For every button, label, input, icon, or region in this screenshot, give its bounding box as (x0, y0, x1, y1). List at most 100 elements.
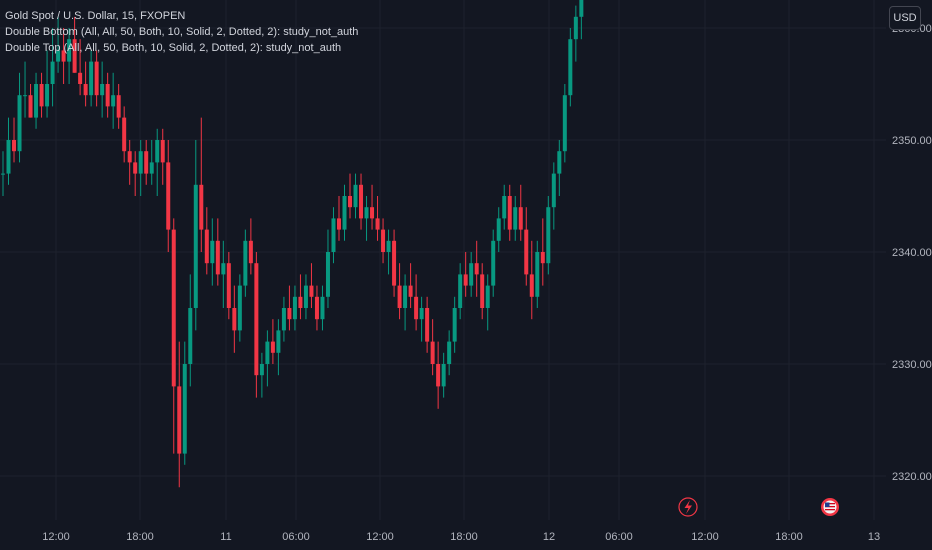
candle (419, 296, 424, 342)
time-tick-label: 13 (868, 531, 880, 543)
candle (193, 140, 198, 331)
candle (430, 319, 435, 376)
candle (281, 296, 286, 342)
candle (56, 16, 61, 73)
candle (524, 207, 529, 286)
candlestick-series (1, 0, 584, 488)
chart-legend: Gold Spot / U.S. Dollar, 15, FXOPEN Doub… (5, 8, 358, 56)
candle (28, 84, 33, 118)
candle (215, 218, 220, 286)
candle (188, 274, 193, 387)
candle (359, 173, 364, 230)
candle (463, 252, 468, 297)
price-axis[interactable]: 2320.002330.002340.002350.002360.002390.… (887, 0, 932, 483)
candle (133, 151, 138, 196)
candle (496, 207, 501, 252)
candle (149, 140, 154, 185)
candle (507, 184, 512, 241)
time-tick-label: 18:00 (450, 531, 478, 543)
candle (127, 140, 132, 185)
time-tick-label: 12:00 (691, 531, 719, 543)
candle (116, 84, 121, 129)
price-tick-label: 2320.00 (892, 471, 932, 483)
candle (259, 352, 264, 398)
candle (469, 252, 474, 297)
candle (105, 72, 110, 118)
candle (562, 84, 567, 163)
candle (270, 319, 275, 364)
candle (160, 128, 165, 185)
price-tick-label: 2330.00 (892, 359, 932, 371)
candle (221, 240, 226, 308)
time-tick-label: 06:00 (282, 531, 310, 543)
candle (232, 285, 237, 353)
candle (276, 319, 281, 376)
candle (381, 218, 386, 264)
candle (34, 72, 39, 129)
currency-button[interactable]: USD (889, 6, 921, 30)
candle (303, 274, 308, 320)
us-flag-icon[interactable] (821, 498, 839, 516)
time-tick-label: 18:00 (775, 531, 803, 543)
candle (6, 117, 11, 185)
candle (336, 196, 341, 241)
candle (287, 285, 292, 331)
candle (83, 61, 88, 107)
candle (39, 72, 44, 118)
price-tick-label: 2350.00 (892, 135, 932, 147)
candle (320, 285, 325, 331)
time-tick-label: 12:00 (366, 531, 394, 543)
candle (375, 196, 380, 241)
candle (353, 173, 358, 219)
event-icons[interactable] (678, 497, 839, 517)
candle (298, 274, 303, 320)
study-double-top[interactable]: Double Top (All, All, 50, Both, 10, Soli… (5, 42, 342, 54)
candle (397, 263, 402, 320)
candle (67, 28, 72, 84)
candle (138, 140, 143, 196)
grid-lines (0, 0, 886, 520)
candle (265, 330, 270, 387)
candle (447, 330, 452, 376)
candle (480, 263, 485, 320)
candle (370, 184, 375, 230)
candle (491, 229, 496, 297)
lightning-icon[interactable] (678, 497, 698, 517)
candle (94, 50, 99, 107)
candle (364, 196, 369, 241)
candle (72, 16, 77, 73)
candle (540, 218, 545, 286)
time-axis[interactable]: 12:00 18:00 11 06:00 12:00 18:00 12 06:00 12:00 1… (42, 531, 880, 543)
candle (210, 218, 215, 286)
candle (45, 50, 50, 118)
candle (111, 72, 116, 129)
candle (171, 218, 176, 454)
time-tick-label: 18:00 (126, 531, 154, 543)
candle (1, 151, 5, 196)
candle (348, 173, 353, 219)
candle (23, 61, 28, 118)
candle (557, 140, 562, 196)
candle (144, 140, 149, 185)
time-tick-label: 12 (543, 531, 555, 543)
candle (248, 218, 253, 275)
candle (243, 229, 248, 297)
study-double-bottom[interactable]: Double Bottom (All, All, 50, Both, 10, S… (5, 26, 359, 38)
candle (166, 140, 171, 252)
candle (392, 229, 397, 297)
candle (502, 184, 507, 230)
candle (403, 274, 408, 331)
candle (546, 196, 551, 275)
candle (551, 162, 556, 230)
candle (122, 106, 127, 163)
candle (199, 117, 204, 252)
candle (458, 263, 463, 320)
symbol-title[interactable]: Gold Spot / U.S. Dollar, 15, FXOPEN (5, 10, 186, 22)
candle (182, 341, 187, 465)
candle (535, 240, 540, 308)
candle (518, 184, 523, 241)
candle (17, 72, 22, 163)
candle (309, 263, 314, 308)
candle (61, 28, 66, 84)
